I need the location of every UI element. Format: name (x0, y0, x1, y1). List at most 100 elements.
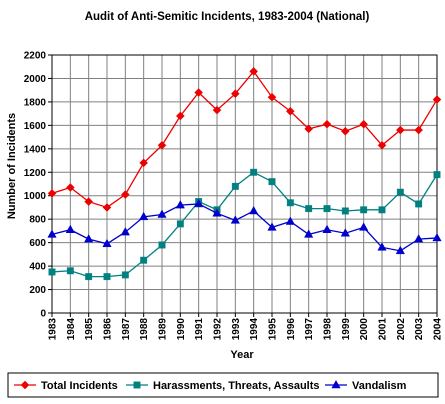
x-tick-label: 1989 (158, 318, 169, 341)
data-point-total-incidents (414, 125, 424, 135)
data-point-harassments-threats-assaults (268, 178, 276, 186)
data-point-harassments-threats-assaults (66, 267, 74, 275)
x-tick-label: 1993 (231, 318, 242, 341)
data-point-harassments-threats-assaults (48, 268, 56, 276)
data-point-total-incidents (212, 105, 222, 115)
data-point-total-incidents (340, 126, 350, 136)
series-line-harassments-threats-assaults (51, 171, 438, 278)
x-tick-label: 1984 (66, 318, 77, 341)
series-harassments-threats-assaults (48, 168, 441, 281)
plot-background (52, 55, 437, 313)
data-point-vandalism (340, 228, 350, 237)
data-point-harassments-threats-assaults (433, 171, 441, 179)
y-tick-label: 800 (29, 215, 46, 226)
x-tick-label: 1991 (194, 318, 205, 341)
x-tick-label: 1990 (176, 318, 187, 341)
data-point-vandalism (432, 232, 442, 242)
chart-title: Audit of Anti-Semitic Incidents, 1983-20… (85, 11, 370, 23)
data-point-vandalism (47, 229, 57, 238)
data-point-total-incidents (395, 125, 405, 135)
legend-box (7, 372, 439, 398)
data-point-harassments-threats-assaults (158, 241, 166, 249)
data-point-harassments-threats-assaults (323, 205, 331, 213)
legend-entry-vandalism: Vandalism (325, 379, 407, 392)
y-tick-label: 200 (29, 285, 46, 296)
data-point-harassments-threats-assaults (140, 256, 148, 264)
data-point-vandalism (304, 229, 314, 238)
y-tick-label: 1000 (24, 191, 47, 202)
data-point-total-incidents (194, 88, 204, 97)
data-point-total-incidents (359, 119, 369, 129)
plot-area: 0 200 400 600 800 1000 1200 1400 1600 1800 2000 220… (24, 51, 444, 341)
x-tick-label: 2001 (378, 318, 389, 341)
data-point-vandalism (194, 198, 204, 208)
series-total-incidents (47, 67, 442, 212)
x-tick-label: 1983 (48, 318, 59, 341)
x-tick-label: 1998 (323, 318, 334, 341)
legend-marker (133, 381, 141, 389)
data-point-total-incidents (322, 119, 332, 129)
legend-label: Total Incidents (41, 380, 118, 392)
x-tick-label: 1999 (341, 318, 352, 341)
legend-marker (20, 380, 30, 390)
y-tick-label: 1400 (24, 144, 47, 155)
data-point-total-incidents (157, 140, 167, 150)
x-tick-label: 2003 (414, 318, 425, 341)
legend-label: Vandalism (352, 380, 407, 392)
x-tick-label: 1986 (103, 318, 114, 341)
data-point-vandalism (322, 224, 332, 233)
data-point-harassments-threats-assaults (286, 199, 294, 207)
data-point-vandalism (65, 224, 75, 233)
x-tick-label: 1985 (84, 318, 95, 341)
legend: Total Incidents Harassments, Threats, Ass… (7, 372, 439, 398)
data-point-vandalism (249, 205, 259, 215)
data-point-vandalism (212, 208, 222, 217)
data-point-total-incidents (102, 203, 112, 212)
data-point-vandalism (102, 238, 112, 248)
x-tick-label: 2004 (433, 318, 444, 341)
data-point-vandalism (285, 216, 295, 225)
x-axis-label: Year (230, 349, 254, 361)
y-tick-label: 1600 (24, 121, 47, 132)
x-tick-label: 1996 (286, 318, 297, 341)
data-point-harassments-threats-assaults (85, 273, 93, 281)
data-point-total-incidents (304, 124, 314, 134)
data-point-harassments-threats-assaults (231, 182, 239, 190)
x-tick-label: 1994 (249, 318, 260, 341)
data-point-total-incidents (47, 189, 57, 198)
data-point-total-incidents (84, 197, 94, 206)
series-line-total-incidents (51, 70, 438, 209)
legend-entry-harassments-threats-assaults: Harassments, Threats, Assaults (126, 380, 320, 392)
data-point-harassments-threats-assaults (396, 188, 404, 196)
data-point-total-incidents (175, 111, 185, 121)
data-point-harassments-threats-assaults (341, 207, 349, 215)
data-point-harassments-threats-assaults (305, 205, 313, 213)
data-point-harassments-threats-assaults (378, 206, 386, 214)
data-point-harassments-threats-assaults (415, 200, 423, 208)
x-tick-label: 1995 (268, 318, 279, 341)
data-point-vandalism (377, 242, 387, 251)
data-point-total-incidents (230, 89, 240, 99)
legend-label: Harassments, Threats, Assaults (153, 380, 320, 392)
data-point-harassments-threats-assaults (250, 168, 258, 176)
data-point-total-incidents (432, 95, 442, 104)
data-point-total-incidents (139, 158, 149, 168)
data-point-total-incidents (377, 140, 387, 150)
series-vandalism (47, 198, 442, 255)
plot-border (51, 54, 438, 314)
x-tick-label: 1997 (304, 318, 315, 341)
series-line-vandalism (51, 203, 438, 252)
data-point-total-incidents (267, 92, 277, 102)
data-point-total-incidents (285, 106, 295, 116)
x-tick-label: 1992 (213, 318, 224, 341)
x-tick-label: 2002 (396, 318, 407, 341)
y-tick-label: 400 (29, 262, 46, 273)
data-point-harassments-threats-assaults (103, 273, 111, 281)
x-tick-label: 1988 (139, 318, 150, 341)
x-tick-label: 2000 (359, 318, 370, 341)
y-tick-label: 0 (40, 309, 46, 320)
data-point-vandalism (395, 245, 405, 255)
data-point-vandalism (414, 234, 424, 243)
data-point-vandalism (175, 200, 185, 209)
y-tick-label: 600 (29, 238, 46, 249)
